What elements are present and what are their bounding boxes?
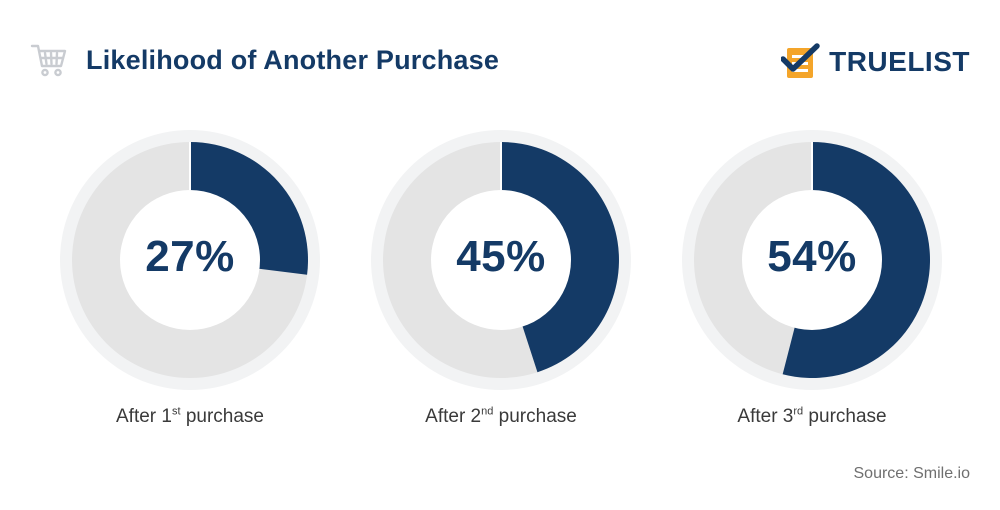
donut-hole: [742, 190, 882, 330]
donut-charts: 27% After 1st purchase 45% After 2nd pur…: [0, 128, 1000, 448]
donut-svg: [60, 130, 320, 390]
page-title: Likelihood of Another Purchase: [86, 45, 500, 75]
donut-svg: [371, 130, 631, 390]
percent-label: 45%: [456, 232, 546, 281]
donut-hole: [120, 190, 260, 330]
caption-suffix: purchase: [803, 406, 887, 427]
caption-suffix: purchase: [493, 406, 577, 427]
caption-ordinal: rd: [793, 405, 804, 418]
caption-ordinal: nd: [481, 405, 494, 418]
caption-ordinal: st: [171, 405, 181, 418]
donut-caption: After 3rd purchase: [680, 406, 944, 428]
caption-suffix: purchase: [180, 406, 264, 427]
source-note: Source: Smile.io: [853, 465, 971, 482]
percent-label: 54%: [767, 232, 857, 281]
header: Likelihood of Another Purchase TRUELIST: [30, 38, 970, 86]
caption-prefix: After 2: [425, 406, 482, 427]
donut-chart-3: 54% After 3rd purchase: [680, 128, 944, 427]
caption-prefix: After 3: [737, 406, 794, 427]
donut-caption: After 2nd purchase: [369, 406, 633, 428]
donut-chart-1: 27% After 1st purchase: [58, 128, 322, 427]
checklist-logo-icon: [781, 43, 820, 78]
brand-name: TRUELIST: [829, 46, 970, 77]
shopping-cart-icon: [30, 44, 67, 77]
donut-caption: After 1st purchase: [58, 406, 322, 428]
donut-chart-2: 45% After 2nd purchase: [369, 128, 633, 427]
donut-svg: [682, 130, 942, 390]
brand-logo[interactable]: TRUELIST: [781, 42, 970, 82]
donut-hole: [431, 190, 571, 330]
percent-label: 27%: [145, 232, 235, 281]
caption-prefix: After 1: [116, 406, 172, 427]
